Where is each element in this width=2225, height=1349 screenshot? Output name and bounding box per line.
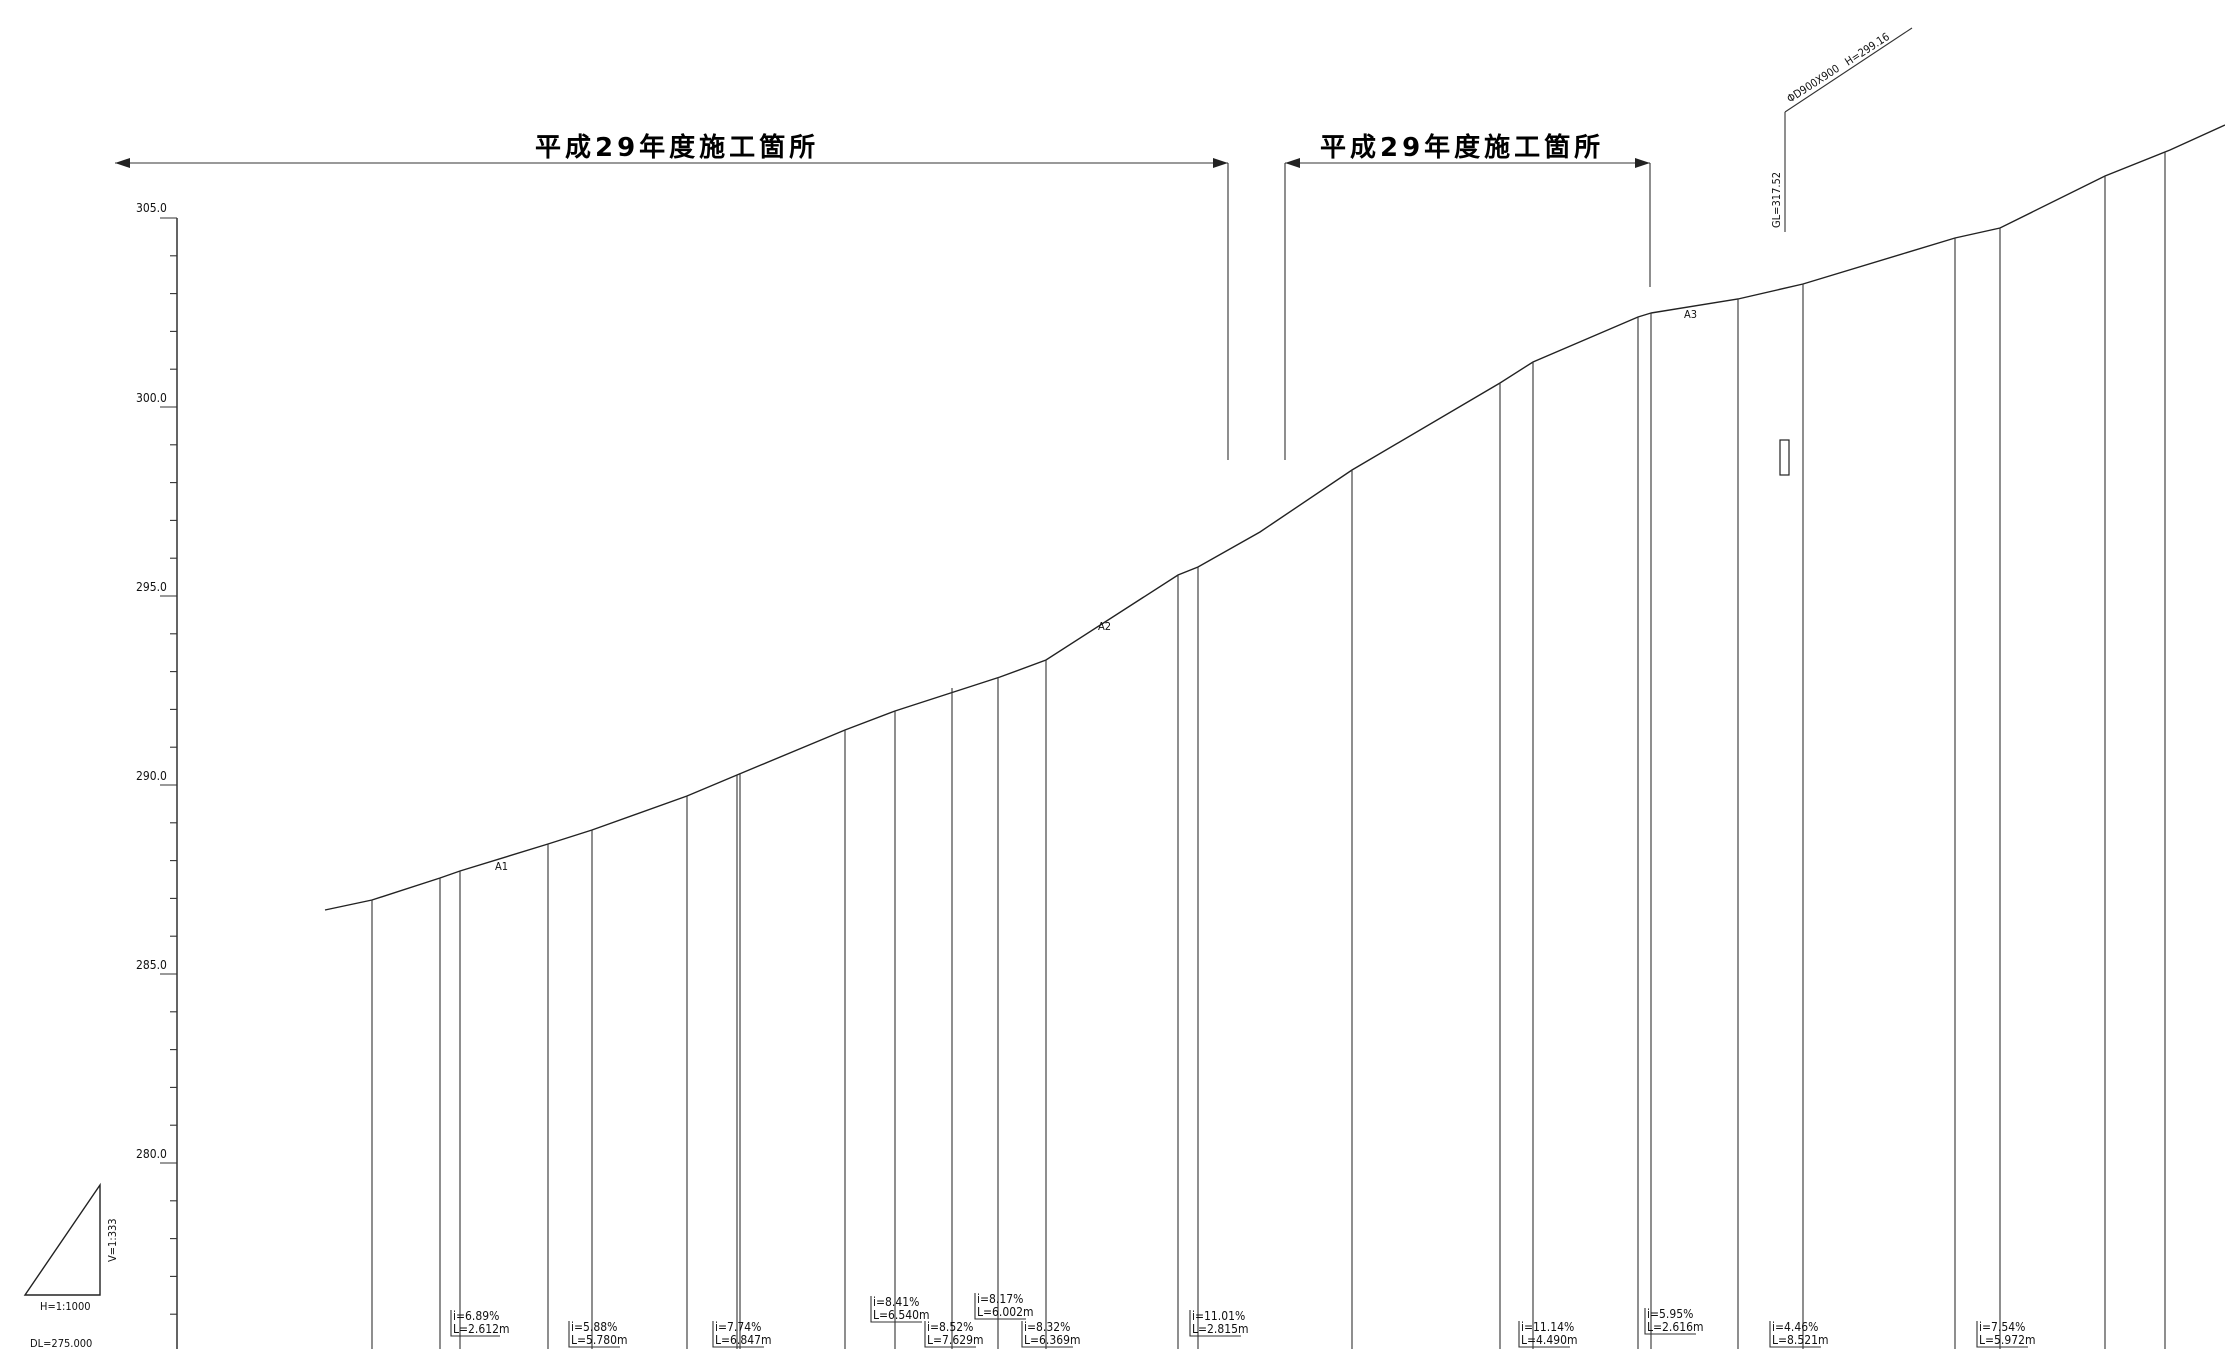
grade-label: i=8.17% L=6.002m — [974, 1292, 1033, 1320]
elevation-label: 290.0 — [136, 769, 167, 783]
svg-text:i=7.74%: i=7.74% — [715, 1320, 761, 1334]
svg-text:L=2.612m: L=2.612m — [453, 1322, 509, 1336]
svg-text:i=5.88%: i=5.88% — [571, 1320, 617, 1334]
elevation-label: 285.0 — [136, 958, 167, 972]
point-label: A2 — [1098, 620, 1111, 633]
grade-label: i=5.88% L=5.780m — [568, 1320, 627, 1348]
elevation-label: 300.0 — [136, 391, 167, 405]
elevation-axis: 305.0 300.0 295.0 290.0 285.0 280.0 — [136, 201, 178, 1349]
svg-text:L=5.780m: L=5.780m — [571, 1333, 627, 1347]
horizontal-scale-label: H=1:1000 — [40, 1300, 91, 1313]
grade-label: i=5.95% L=2.616m — [1644, 1307, 1703, 1335]
svg-text:L=6.540m: L=6.540m — [873, 1308, 929, 1322]
datum-label: DL=275.000 — [30, 1337, 92, 1349]
svg-text:L=8.521m: L=8.521m — [1772, 1333, 1828, 1347]
station-lines — [371, 152, 2166, 1349]
section-label-right: 平成29年度施工箇所 — [1320, 132, 1604, 163]
construction-range-left: 平成29年度施工箇所 — [115, 132, 1229, 460]
grade-label: i=8.41% L=6.540m — [870, 1295, 929, 1323]
elevation-label: 280.0 — [136, 1147, 167, 1161]
section-label-left: 平成29年度施工箇所 — [535, 132, 819, 163]
svg-text:i=4.46%: i=4.46% — [1772, 1320, 1818, 1334]
svg-text:L=7.629m: L=7.629m — [927, 1333, 983, 1347]
ground-profile-line — [324, 124, 2225, 911]
grade-label: i=7.54% L=5.972m — [1976, 1320, 2035, 1348]
svg-text:L=2.616m: L=2.616m — [1647, 1320, 1703, 1334]
grade-label: i=11.01% L=2.815m — [1189, 1309, 1248, 1337]
svg-text:L=6.002m: L=6.002m — [977, 1305, 1033, 1319]
structure-marker — [1779, 439, 1790, 476]
svg-text:L=5.972m: L=5.972m — [1979, 1333, 2035, 1347]
grade-label: i=4.46% L=8.521m — [1769, 1320, 1828, 1348]
grade-label: i=7.74% L=6.847m — [712, 1320, 771, 1348]
svg-text:i=5.95%: i=5.95% — [1647, 1307, 1693, 1321]
svg-text:i=11.01%: i=11.01% — [1192, 1309, 1245, 1323]
svg-text:L=2.815m: L=2.815m — [1192, 1322, 1248, 1336]
svg-text:i=8.17%: i=8.17% — [977, 1292, 1023, 1306]
svg-text:L=6.847m: L=6.847m — [715, 1333, 771, 1347]
svg-text:L=6.369m: L=6.369m — [1024, 1333, 1080, 1347]
svg-text:i=8.41%: i=8.41% — [873, 1295, 919, 1309]
elevation-label: 305.0 — [136, 201, 167, 215]
grade-label: i=6.89% L=2.612m — [450, 1309, 509, 1337]
svg-text:L=4.490m: L=4.490m — [1521, 1333, 1577, 1347]
structure-annotation: ΦD900X900 H=299.16 GL=317.52 — [1770, 27, 1913, 476]
construction-range-right: 平成29年度施工箇所 — [1284, 132, 1651, 460]
svg-text:i=11.14%: i=11.14% — [1521, 1320, 1574, 1334]
svg-text:i=7.54%: i=7.54% — [1979, 1320, 2025, 1334]
grade-label: i=8.52% L=7.629m — [924, 1320, 983, 1348]
point-label: A3 — [1684, 308, 1697, 321]
elevation-label: 295.0 — [136, 580, 167, 594]
grade-label: i=11.14% L=4.490m — [1518, 1320, 1577, 1348]
svg-text:i=8.32%: i=8.32% — [1024, 1320, 1070, 1334]
pipe-label: ΦD900X900 — [1785, 62, 1842, 106]
point-label: A1 — [495, 860, 508, 873]
gl-label: GL=317.52 — [1770, 172, 1783, 228]
scale-indicator: H=1:1000 V=1:333 DL=275.000 — [23, 1182, 119, 1349]
grade-label: i=8.32% L=6.369m — [1021, 1320, 1080, 1348]
h-label: H=299.16 — [1843, 30, 1892, 68]
svg-text:i=8.52%: i=8.52% — [927, 1320, 973, 1334]
svg-text:i=6.89%: i=6.89% — [453, 1309, 499, 1323]
grade-labels: i=6.89% L=2.612m i=5.88% L=5.780m i=7.74… — [450, 1292, 2035, 1348]
vertical-scale-label: V=1:333 — [106, 1218, 119, 1262]
